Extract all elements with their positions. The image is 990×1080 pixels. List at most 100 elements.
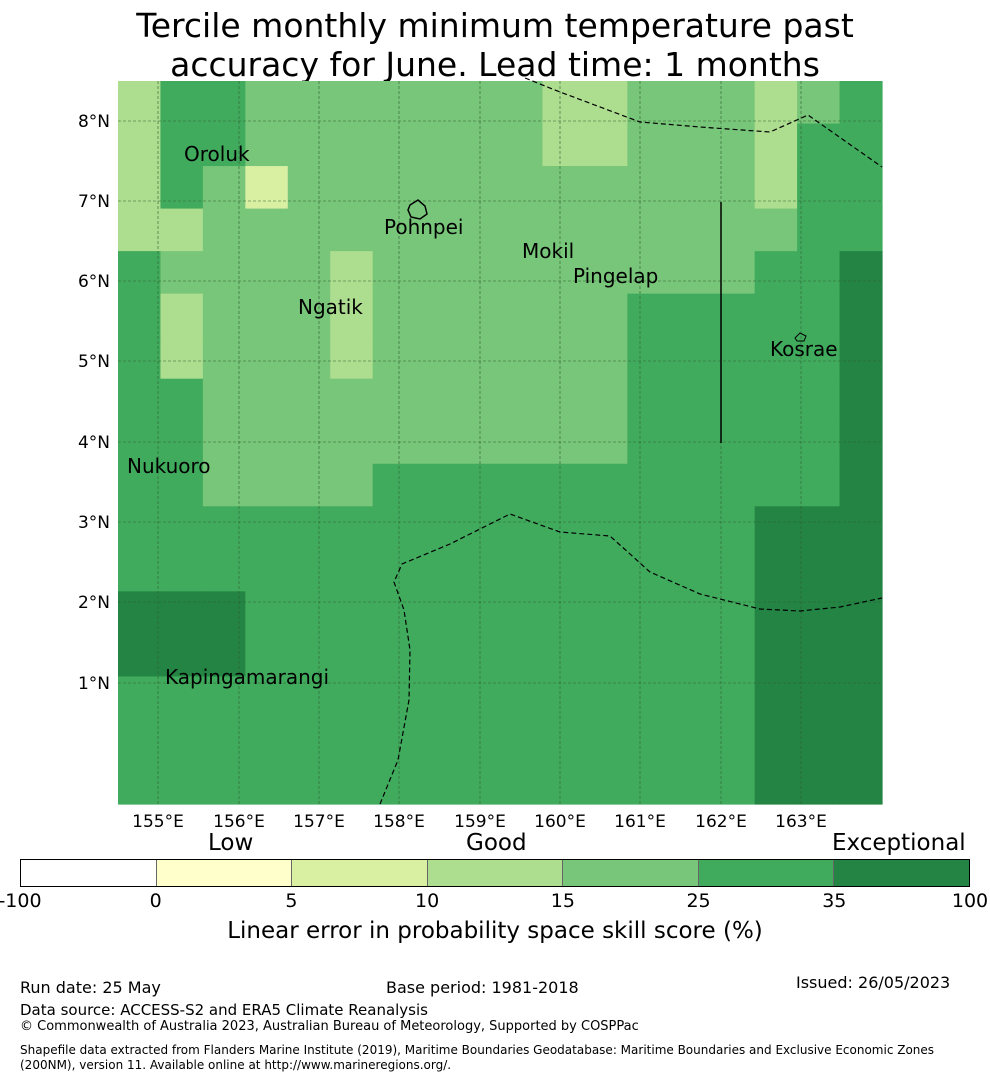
grid-cell: [542, 123, 586, 167]
grid-cell: [500, 591, 544, 635]
grid-cell: [245, 166, 289, 210]
grid-cell: [669, 293, 713, 337]
grid-cell: [245, 81, 289, 125]
grid-cell: [542, 166, 586, 210]
grid-cell: [754, 761, 798, 805]
grid-cell: [118, 421, 162, 465]
grid-cell: [372, 591, 416, 635]
grid-cell: [797, 761, 841, 805]
grid-cell: [797, 166, 841, 210]
grid-cell: [839, 463, 883, 507]
grid-cell: [202, 166, 246, 210]
place-label: Ngatik: [298, 295, 363, 319]
grid-cell: [372, 548, 416, 592]
colorbar-tick-label: 35: [822, 890, 847, 912]
grid-cell: [500, 718, 544, 763]
grid-cell: [160, 336, 204, 380]
lon-tick-label: 159°E: [454, 812, 506, 830]
grid-cell: [202, 208, 246, 252]
grid-cell: [202, 718, 246, 763]
grid-cell: [118, 506, 162, 550]
grid-cell: [372, 633, 416, 678]
grid-cell: [330, 548, 374, 592]
grid-cell: [118, 378, 162, 422]
grid-cell: [160, 718, 204, 763]
grid-cell: [754, 718, 798, 763]
place-label: Kapingamarangi: [165, 665, 329, 689]
grid-cell: [160, 633, 204, 678]
grid-cell: [202, 336, 246, 380]
grid-cell: [584, 506, 628, 550]
grid-cell: [330, 676, 374, 720]
grid-cell: [712, 506, 756, 550]
grid-cell: [542, 208, 586, 252]
grid-cell: [797, 251, 841, 295]
island-outlines: [407, 199, 807, 342]
grid-cell: [712, 293, 756, 337]
grid-cell: [287, 761, 331, 805]
grid-cell: [457, 463, 501, 507]
grid-cell: [372, 421, 416, 465]
grid-cell: [627, 293, 671, 337]
grid-cell: [712, 378, 756, 422]
grid-cell: [797, 293, 841, 337]
grid-cell: [372, 81, 416, 125]
grid-cell: [287, 378, 331, 422]
copyright: © Commonwealth of Australia 2023, Austra…: [20, 1019, 639, 1034]
lon-tick-label: 162°E: [695, 812, 747, 830]
grid-cell: [627, 81, 671, 125]
grid-cell: [457, 718, 501, 763]
grid-cell: [202, 251, 246, 295]
grid-cell: [245, 378, 289, 422]
grid-cell: [712, 676, 756, 720]
colorbar-tick-label: 10: [415, 890, 440, 912]
grid-cell: [669, 123, 713, 167]
grid-cell: [584, 166, 628, 210]
grid-cell: [712, 633, 756, 678]
grid-cell: [457, 421, 501, 465]
colorbar: [20, 859, 970, 887]
grid-cell: [839, 378, 883, 422]
grid-cell: [839, 123, 883, 167]
grid-cell: [287, 421, 331, 465]
grid-cell: [542, 548, 586, 592]
chart-title-line2: accuracy for June. Lead time: 1 months: [170, 45, 820, 84]
grid-cell: [584, 81, 628, 125]
lon-tick-label: 161°E: [614, 812, 666, 830]
grid-cell: [500, 378, 544, 422]
base-period: Base period: 1981-2018: [386, 978, 579, 997]
grid-cell: [712, 548, 756, 592]
lat-tick-label: 5°N: [78, 352, 110, 372]
grid-cell: [542, 676, 586, 720]
grid-cell: [712, 718, 756, 763]
grid-cell: [372, 506, 416, 550]
grid-cell: [584, 123, 628, 167]
grid-cell: [330, 506, 374, 550]
grid-cell: [754, 123, 798, 167]
grid-cell: [669, 676, 713, 720]
grid-cell: [287, 633, 331, 678]
grid-cell: [118, 208, 162, 252]
grid-cell: [245, 123, 289, 167]
lon-tick-label: 157°E: [293, 812, 345, 830]
grid-cell: [287, 591, 331, 635]
grid-cell: [118, 761, 162, 805]
grid-cell: [627, 761, 671, 805]
grid-cell: [372, 676, 416, 720]
grid-cell: [372, 293, 416, 337]
grid-cell: [245, 208, 289, 252]
grid-cell: [754, 506, 798, 550]
grid-cell: [118, 633, 162, 678]
lat-tick-label: 7°N: [78, 192, 110, 212]
place-label: Pohnpei: [384, 215, 464, 239]
grid-cell: [712, 166, 756, 210]
grid-cell: [712, 761, 756, 805]
colorbar-segment: [21, 860, 157, 886]
grid-cell: [287, 293, 331, 337]
grid-cell: [330, 166, 374, 210]
grid-cell: [669, 633, 713, 678]
grid-cell: [542, 336, 586, 380]
grid-cell: [330, 633, 374, 678]
shapefile-credit-line1: Shapefile data extracted from Flanders M…: [20, 1043, 935, 1057]
grid-cell: [245, 336, 289, 380]
